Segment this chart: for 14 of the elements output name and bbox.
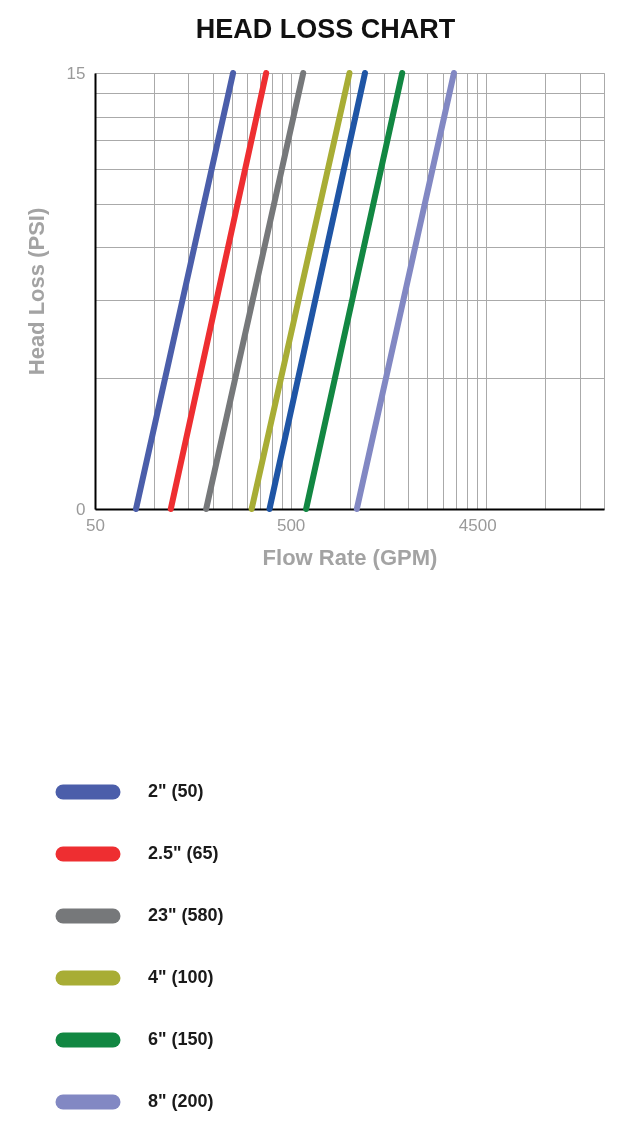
- y-axis-title: Head Loss (PSI): [23, 207, 49, 376]
- legend-label: 8" (200): [148, 1091, 214, 1111]
- x-tick-label: 50: [86, 515, 105, 535]
- x-tick-label: 500: [276, 515, 306, 535]
- legend-label: 2.5" (65): [148, 843, 219, 863]
- y-tick-label: 0: [76, 499, 86, 519]
- x-tick-label: 4500: [458, 515, 497, 535]
- legend-label: 4" (100): [148, 967, 214, 987]
- legend-label: 6" (150): [148, 1029, 214, 1049]
- chart-title: HEAD LOSS CHART: [195, 14, 456, 44]
- y-tick-label: 15: [66, 63, 86, 83]
- legend-label: 2" (50): [148, 781, 204, 801]
- legend-label: 23" (580): [148, 905, 224, 925]
- x-axis-title: Flow Rate (GPM): [262, 544, 438, 570]
